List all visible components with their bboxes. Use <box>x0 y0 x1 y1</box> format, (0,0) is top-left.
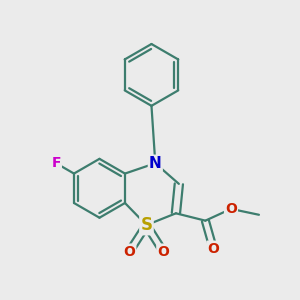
Text: F: F <box>51 156 61 170</box>
Text: O: O <box>124 244 135 259</box>
Text: O: O <box>225 202 237 216</box>
Text: N: N <box>149 156 162 171</box>
Text: S: S <box>140 216 152 234</box>
Text: O: O <box>157 244 169 259</box>
Text: O: O <box>207 242 219 256</box>
